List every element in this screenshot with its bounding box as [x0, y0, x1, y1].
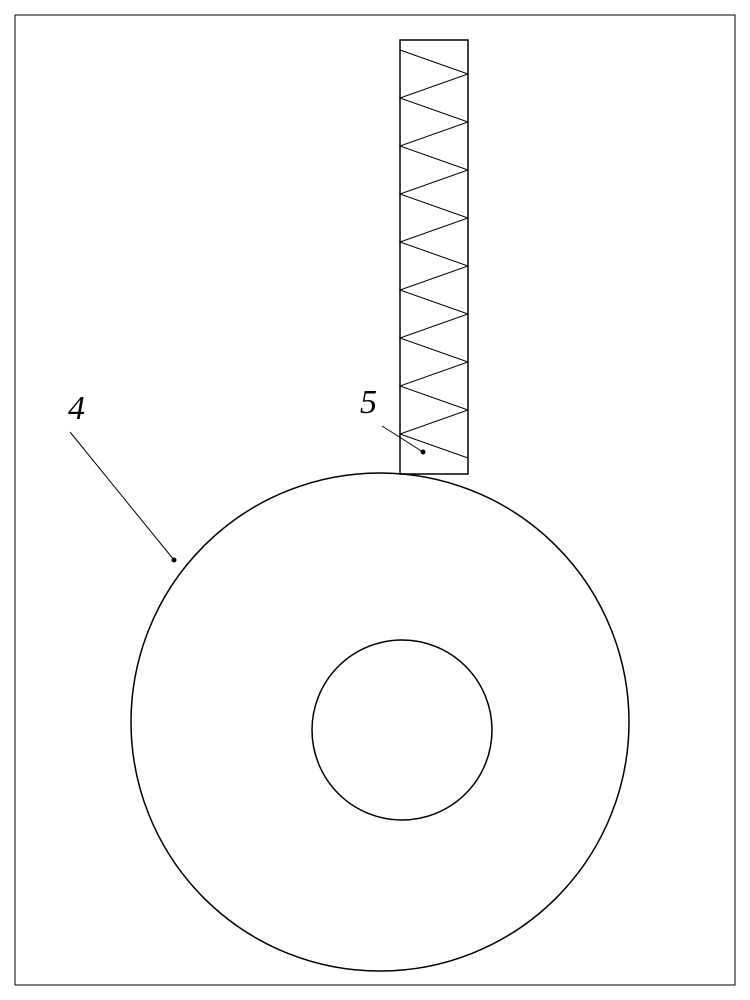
outer-circle [131, 473, 629, 971]
leader-dot-4 [172, 558, 177, 563]
spring-coil [400, 50, 468, 458]
spring-housing [400, 40, 468, 474]
label-5: 5 [360, 384, 377, 422]
label-4: 4 [68, 390, 85, 428]
frame-border [15, 15, 735, 985]
leader-line-4 [70, 432, 174, 560]
leader-line-5 [382, 426, 423, 452]
leader-dot-5 [421, 450, 426, 455]
inner-circle [312, 640, 492, 820]
